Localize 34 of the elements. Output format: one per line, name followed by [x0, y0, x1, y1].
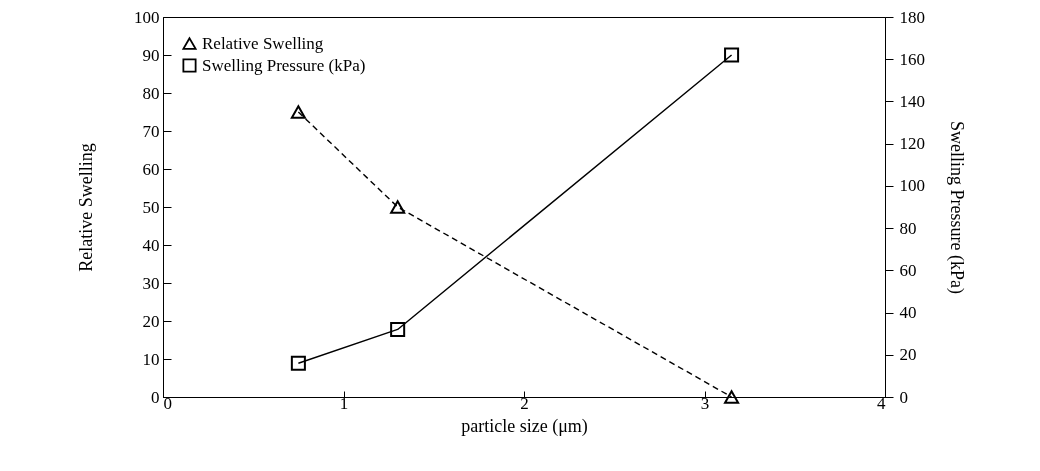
y-tick-label: 40: [142, 235, 160, 255]
point: [290, 105, 306, 119]
y2-tick-label: 180: [899, 7, 925, 27]
legend-label: Relative Swelling: [202, 33, 324, 53]
y-tick-label: 70: [142, 121, 160, 141]
point: [290, 355, 306, 371]
y2-tick-label: 140: [899, 91, 925, 111]
x-tick-label: 2: [520, 393, 529, 413]
y2-tick-label: 40: [899, 303, 917, 323]
x-tick-label: 1: [339, 393, 349, 413]
y-tick-label: 10: [142, 349, 160, 369]
y2-tick-label: 20: [899, 345, 917, 365]
point: [390, 321, 406, 337]
y2-tick-label: 80: [899, 218, 917, 238]
y-tick-label: 90: [142, 45, 160, 65]
y-tick-label: 30: [142, 273, 160, 293]
point: [390, 200, 406, 214]
y2-tick-label: 160: [899, 49, 925, 69]
y-tick-label: 100: [134, 7, 160, 27]
y-tick-label: 50: [142, 197, 160, 217]
legend-label: Swelling Pressure (kPa): [202, 55, 366, 75]
x-axis-title: particle size (μm): [461, 415, 588, 437]
y2-tick-label: 120: [899, 134, 925, 154]
y-tick-label: 60: [142, 159, 160, 179]
x-tick-label: 3: [700, 393, 710, 413]
point: [724, 47, 740, 63]
y2-tick-label: 100: [899, 176, 925, 196]
y-tick-label: 20: [142, 311, 160, 331]
y-axis-title: Relative Swelling: [76, 143, 96, 272]
y2-tick-label: 60: [899, 260, 917, 280]
point: [724, 390, 740, 404]
y-tick-label: 80: [142, 83, 160, 103]
x-tick-label: 4: [877, 393, 886, 413]
y2-axis-title: Swelling Pressure (kPa): [946, 121, 967, 294]
